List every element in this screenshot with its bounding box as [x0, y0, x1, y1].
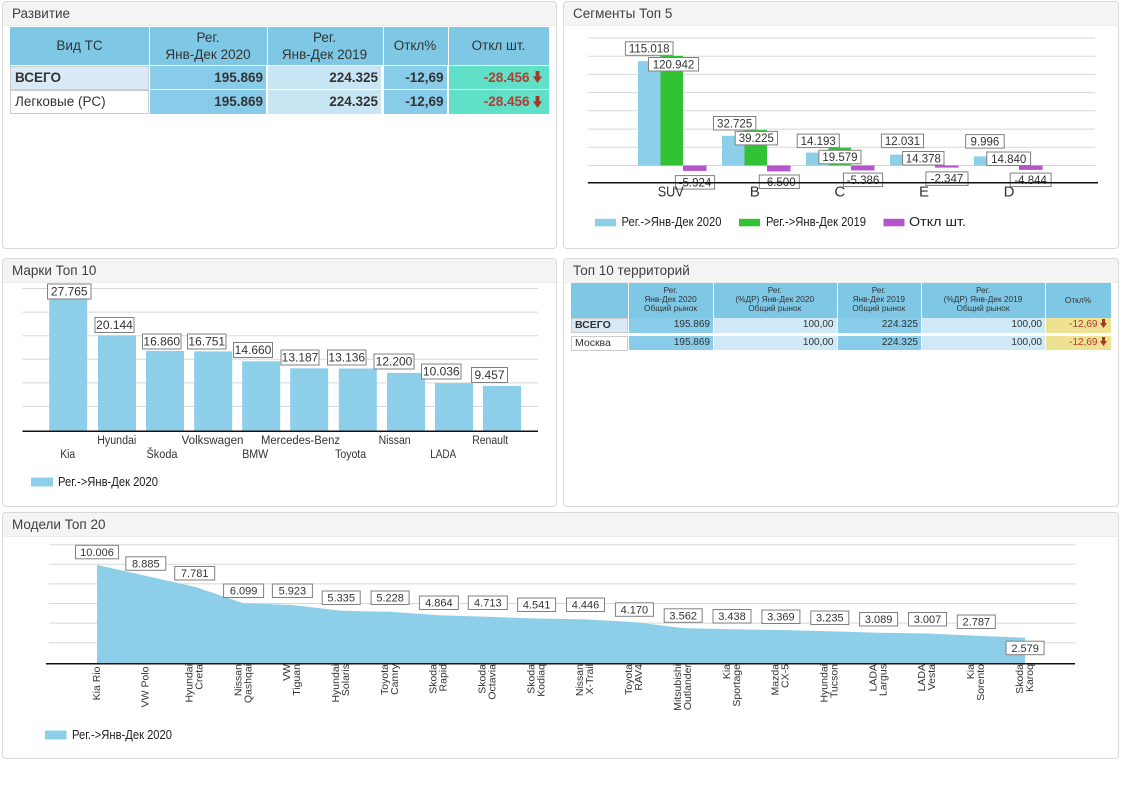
- svg-text:SkodaRapid: SkodaRapid: [428, 664, 450, 694]
- svg-text:HyundaiTucson: HyundaiTucson: [819, 664, 841, 703]
- svg-text:Рег.->Янв-Дек 2020: Рег.->Янв-Дек 2020: [58, 474, 158, 489]
- svg-text:Renault: Renault: [472, 433, 509, 447]
- svg-text:Mercedes-Benz: Mercedes-Benz: [261, 433, 340, 447]
- svg-text:10.036: 10.036: [423, 365, 460, 379]
- svg-text:VWTiguan: VWTiguan: [281, 664, 303, 696]
- svg-text:Рег.->Янв-Дек 2020: Рег.->Янв-Дек 2020: [622, 214, 722, 229]
- svg-text:KiaSorento: KiaSorento: [965, 664, 987, 701]
- svg-text:16.860: 16.860: [143, 335, 180, 349]
- svg-text:8.885: 8.885: [132, 558, 160, 570]
- svg-text:32.725: 32.725: [717, 118, 752, 130]
- svg-text:120.942: 120.942: [653, 59, 695, 71]
- svg-text:5.923: 5.923: [279, 586, 307, 598]
- svg-text:Volkswagen: Volkswagen: [182, 433, 244, 447]
- svg-text:BMW: BMW: [242, 447, 268, 461]
- svg-text:4.170: 4.170: [621, 604, 649, 616]
- svg-text:ToyotaRAV4: ToyotaRAV4: [623, 664, 645, 695]
- svg-text:Toyota: Toyota: [335, 447, 366, 461]
- svg-text:3.089: 3.089: [865, 614, 893, 626]
- svg-text:SkodaKaroq: SkodaKaroq: [1014, 664, 1036, 694]
- svg-text:16.751: 16.751: [188, 335, 225, 349]
- svg-text:5.228: 5.228: [376, 593, 404, 605]
- svg-text:2.579: 2.579: [1011, 643, 1039, 655]
- svg-text:VW Polo: VW Polo: [140, 666, 152, 707]
- svg-text:B: B: [750, 184, 760, 201]
- svg-text:14.193: 14.193: [801, 136, 836, 148]
- svg-text:D: D: [1004, 184, 1015, 201]
- svg-text:Škoda: Škoda: [147, 446, 178, 461]
- svg-text:3.235: 3.235: [816, 613, 844, 625]
- svg-text:Откл шт.: Откл шт.: [909, 214, 966, 229]
- svg-text:C: C: [834, 184, 845, 201]
- svg-text:13.187: 13.187: [282, 351, 319, 365]
- svg-text:3.007: 3.007: [914, 614, 942, 626]
- svg-text:LADA: LADA: [430, 447, 457, 461]
- svg-text:LADALargus: LADALargus: [867, 664, 889, 696]
- svg-text:4.541: 4.541: [523, 600, 551, 612]
- svg-text:SkodaKodiaq: SkodaKodiaq: [525, 664, 547, 697]
- svg-text:NissanQashqai: NissanQashqai: [232, 664, 254, 703]
- svg-text:2.787: 2.787: [963, 617, 991, 629]
- svg-text:NissanX-Trail: NissanX-Trail: [574, 664, 596, 696]
- svg-text:LADAVesta: LADAVesta: [916, 664, 938, 692]
- svg-text:HyundaiCreta: HyundaiCreta: [183, 664, 205, 703]
- svg-text:20.144: 20.144: [96, 318, 133, 332]
- svg-text:E: E: [919, 184, 929, 201]
- svg-text:14.660: 14.660: [235, 343, 272, 357]
- svg-text:3.438: 3.438: [718, 611, 746, 623]
- svg-text:10.006: 10.006: [80, 547, 114, 559]
- svg-text:14.840: 14.840: [991, 154, 1026, 166]
- svg-text:7.781: 7.781: [181, 568, 209, 580]
- svg-text:Рег.->Янв-Дек 2020: Рег.->Янв-Дек 2020: [72, 727, 172, 742]
- svg-text:9.996: 9.996: [971, 136, 1000, 148]
- svg-text:4.446: 4.446: [572, 600, 600, 612]
- svg-text:39.225: 39.225: [739, 133, 774, 145]
- svg-text:5.335: 5.335: [327, 593, 355, 605]
- svg-text:MitsubishiOutlander: MitsubishiOutlander: [672, 664, 694, 711]
- svg-text:-5.386: -5.386: [847, 175, 880, 187]
- svg-text:6.099: 6.099: [230, 586, 258, 598]
- svg-text:HyundaiSolaris: HyundaiSolaris: [330, 664, 352, 703]
- svg-text:-2.347: -2.347: [931, 174, 964, 186]
- svg-text:4.864: 4.864: [425, 598, 453, 610]
- svg-text:12.200: 12.200: [376, 355, 413, 369]
- svg-text:4.713: 4.713: [474, 598, 502, 610]
- svg-text:SkodaOctavia: SkodaOctavia: [477, 664, 499, 700]
- svg-text:KiaSportage: KiaSportage: [721, 664, 743, 707]
- svg-text:SUV: SUV: [658, 184, 684, 201]
- svg-text:14.378: 14.378: [906, 153, 941, 165]
- svg-text:Рег.->Янв-Дек 2019: Рег.->Янв-Дек 2019: [766, 214, 866, 229]
- svg-text:-4.844: -4.844: [1014, 175, 1047, 187]
- svg-text:9.457: 9.457: [474, 368, 504, 382]
- svg-text:3.562: 3.562: [669, 610, 697, 622]
- svg-text:Kia: Kia: [60, 447, 75, 461]
- svg-text:ToyotaCamry: ToyotaCamry: [379, 663, 401, 695]
- svg-text:12.031: 12.031: [885, 136, 920, 148]
- svg-text:Nissan: Nissan: [379, 433, 411, 447]
- svg-text:Kia Rio: Kia Rio: [91, 666, 103, 700]
- svg-text:Hyundai: Hyundai: [97, 433, 136, 447]
- svg-text:MazdaCX-5: MazdaCX-5: [770, 664, 792, 696]
- svg-text:19.579: 19.579: [822, 152, 857, 164]
- svg-text:115.018: 115.018: [629, 44, 670, 56]
- svg-text:13.136: 13.136: [328, 351, 365, 365]
- svg-text:3.369: 3.369: [767, 612, 795, 624]
- svg-text:27.765: 27.765: [51, 285, 88, 299]
